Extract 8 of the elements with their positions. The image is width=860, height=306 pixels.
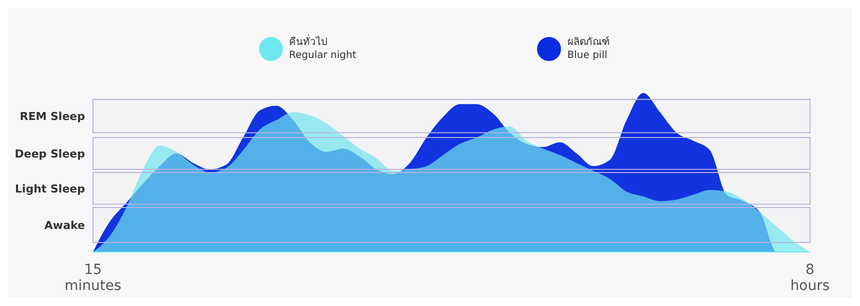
band-label: Light Sleep xyxy=(14,182,86,196)
x-tick-label: 15 minutes xyxy=(64,262,122,294)
band-label: REM Sleep xyxy=(20,110,86,123)
x-tick-label: 8 hours xyxy=(790,262,830,294)
band-label: Deep Sleep xyxy=(14,147,86,160)
legend-label: คืนทั่วไป Regular night xyxy=(289,36,356,62)
legend-label: ผลิตภัณฑ์ Blue pill xyxy=(567,36,610,62)
band-label: Awake xyxy=(44,218,85,232)
